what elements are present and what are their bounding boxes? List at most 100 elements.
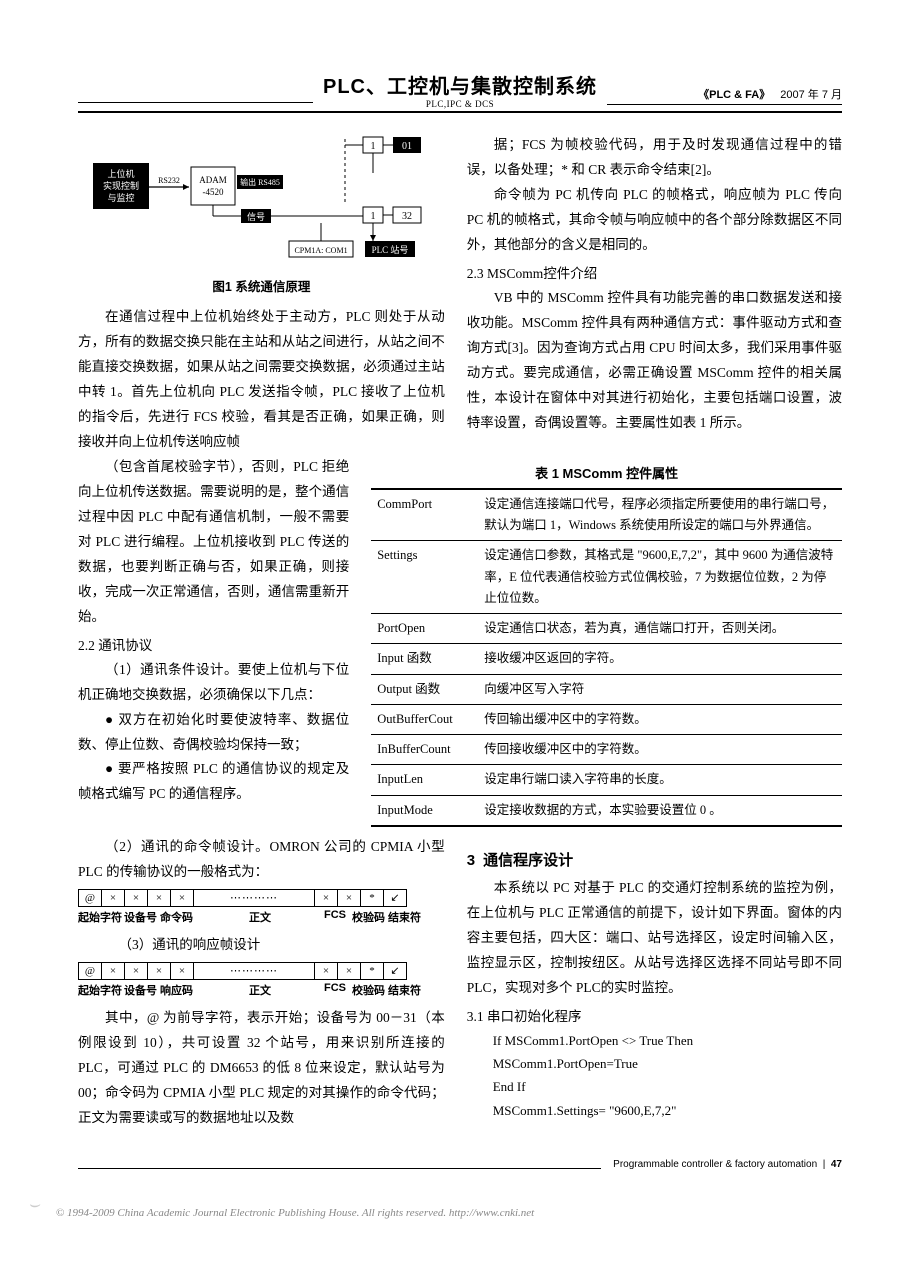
frame-label: 结束符 (388, 982, 424, 998)
sec-2-2: 2.2 通讯协议 (78, 634, 349, 654)
table-row: PortOpen设定通信口状态，若为真，通信端口打开，否则关闭。 (371, 614, 842, 644)
footer-text: Programmable controller & factory automa… (613, 1159, 817, 1170)
table-row: Settings设定通信口参数，其格式是 "9600,E,7,2"，其中 960… (371, 541, 842, 614)
svg-text:-4520: -4520 (203, 187, 224, 197)
frame-label: 响应码 (160, 982, 196, 998)
right-para-4: 本系统以 PC 对基于 PLC 的交通灯控制系统的监控为例，在上位机与 PLC … (467, 876, 842, 1001)
frame-cell: × (148, 962, 171, 979)
right-para-2: 命令帧为 PC 机传向 PLC 的帧格式，响应帧为 PLC 传向 PC 机的帧格… (467, 183, 842, 258)
frame-label: FCS (324, 982, 352, 998)
frame-cell: @ (79, 962, 102, 979)
header-right: 《PLC & FA》 2007 年 7 月 (607, 86, 842, 105)
svg-text:PLC 站号: PLC 站号 (372, 244, 409, 255)
table-row: OutBufferCout传回输出缓冲区中的字符数。 (371, 704, 842, 734)
figure-1-caption: 图1 系统通信原理 (78, 276, 445, 295)
section-3-text: 通信程序设计 (483, 852, 573, 869)
section-3-num: 3 (467, 852, 475, 869)
table-cell-desc: 传回接收缓冲区中的字符数。 (478, 735, 842, 765)
frame-cell: × (102, 962, 125, 979)
svg-text:CPM1A: COM1: CPM1A: COM1 (295, 246, 348, 255)
section-3-title: 3 通信程序设计 (467, 849, 842, 870)
frame-cell: × (148, 889, 171, 906)
table-cell-desc: 设定通信连接端口代号，程序必须指定所要使用的串行端口号，默认为端口 1，Wind… (478, 489, 842, 541)
code-line: MSComm1.Settings= "9600,E,7,2" (493, 1099, 842, 1122)
frame-cell: × (125, 962, 148, 979)
table-cell-key: CommPort (371, 489, 478, 541)
right-para-3: VB 中的 MSComm 控件具有功能完善的串口数据发送和接收功能。MSComm… (467, 286, 842, 436)
svg-text:实现控制: 实现控制 (103, 180, 139, 191)
table-cell-key: InputMode (371, 795, 478, 826)
frame-cell: × (125, 889, 148, 906)
svg-text:1: 1 (371, 211, 376, 222)
frame-cell: ⋯⋯⋯⋯ (194, 962, 315, 979)
header-tag: 《PLC & FA》 (698, 86, 770, 102)
frame-table-1: @××××⋯⋯⋯⋯××*↙ (78, 889, 407, 907)
right-para-1: 据；FCS 为帧校验代码，用于及时发现通信过程中的错误，以备处理；* 和 CR … (467, 133, 842, 183)
table-cell-key: InBufferCount (371, 735, 478, 765)
table-cell-key: Settings (371, 541, 478, 614)
frame-label: 命令码 (160, 909, 196, 925)
frame-cell: × (315, 962, 338, 979)
frame-label: 校验码 (352, 909, 388, 925)
header-title-cn: PLC、工控机与集散控制系统 (323, 70, 597, 99)
table-1-title: 表 1 MSComm 控件属性 (371, 463, 842, 482)
page-header: PLC、工控机与集散控制系统 PLC,IPC & DCS 《PLC & FA》 … (78, 70, 842, 113)
table-cell-desc: 设定通信口状态，若为真，通信端口打开，否则关闭。 (478, 614, 842, 644)
frame-label: 起始字符 (78, 909, 124, 925)
bullet-1: ● 双方在初始化时要使波特率、数据位数、停止位数、奇偶校验均保持一致； (78, 708, 349, 758)
svg-text:ADAM: ADAM (200, 175, 228, 185)
svg-text:01: 01 (402, 141, 412, 152)
copyright-line: © 1994-2009 China Academic Journal Elect… (56, 1207, 534, 1219)
table-row: InputMode设定接收数据的方式，本实验要设置位 0 。 (371, 795, 842, 826)
frame-label: 起始字符 (78, 982, 124, 998)
table-cell-desc: 设定串行端口读入字符串的长度。 (478, 765, 842, 795)
table-row: InBufferCount传回接收缓冲区中的字符数。 (371, 735, 842, 765)
frame-cell: @ (79, 889, 102, 906)
table-row: CommPort设定通信连接端口代号，程序必须指定所要使用的串行端口号，默认为端… (371, 489, 842, 541)
sec-2-3: 2.3 MSComm控件介绍 (467, 262, 842, 282)
footer-page: 47 (831, 1159, 842, 1170)
left-para-1b: （包含首尾校验字节），否则，PLC 拒绝向上位机传送数据。需要说明的是，整个通信… (78, 455, 349, 630)
left-para-4: （2）通讯的命令帧设计。OMRON 公司的 CPMIA 小型 PLC 的传输协议… (78, 835, 445, 885)
bullet-2: ● 要严格按照 PLC 的通信协议的规定及帧格式编写 PC 的通信程序。 (78, 757, 349, 807)
left-para-6: 其中，@ 为前导字符，表示开始；设备号为 00－31（本例限设到 10），共可设… (78, 1006, 445, 1131)
header-date: 2007 年 7 月 (780, 86, 842, 102)
svg-text:信号: 信号 (247, 211, 265, 222)
table-cell-desc: 传回输出缓冲区中的字符数。 (478, 704, 842, 734)
frame-cell: × (171, 962, 194, 979)
frame-cell: * (361, 962, 384, 979)
table-cell-key: PortOpen (371, 614, 478, 644)
frame-2-labels: 起始字符设备号响应码正文FCS校验码结束符 (78, 982, 445, 998)
table-cell-key: InputLen (371, 765, 478, 795)
frame-label: 设备号 (124, 909, 160, 925)
table-row: Output 函数向缓冲区写入字符 (371, 674, 842, 704)
table-1: CommPort设定通信连接端口代号，程序必须指定所要使用的串行端口号，默认为端… (371, 488, 842, 827)
left-para-3: （1）通讯条件设计。要使上位机与下位机正确地交换数据，必须确保以下几点： (78, 658, 349, 708)
sec-3-1: 3.1 串口初始化程序 (467, 1005, 842, 1025)
table-cell-desc: 设定接收数据的方式，本实验要设置位 0 。 (478, 795, 842, 826)
frame-label: 正文 (196, 982, 324, 998)
code-line: End If (493, 1075, 842, 1098)
frame-cell: × (338, 962, 361, 979)
frame-table-2: @××××⋯⋯⋯⋯××*↙ (78, 962, 407, 980)
table-row: Input 函数接收缓冲区返回的字符。 (371, 644, 842, 674)
frame-label: 校验码 (352, 982, 388, 998)
frame-cell: × (102, 889, 125, 906)
svg-text:与监控: 与监控 (108, 192, 135, 203)
table-cell-key: Output 函数 (371, 674, 478, 704)
svg-text:上位机: 上位机 (108, 168, 135, 179)
frame-cell: * (361, 889, 384, 906)
table-row: InputLen设定串行端口读入字符串的长度。 (371, 765, 842, 795)
frame-cell: ⋯⋯⋯⋯ (194, 889, 315, 906)
code-line: If MSComm1.PortOpen <> True Then (493, 1029, 842, 1052)
svg-text:输出 RS485: 输出 RS485 (240, 177, 280, 187)
table-cell-key: OutBufferCout (371, 704, 478, 734)
left-para-5: （3）通讯的响应帧设计 (78, 933, 445, 958)
frame-label: FCS (324, 909, 352, 925)
table-cell-desc: 设定通信口参数，其格式是 "9600,E,7,2"，其中 9600 为通信波特率… (478, 541, 842, 614)
svg-text:1: 1 (371, 141, 376, 152)
frame-cell: × (171, 889, 194, 906)
frame-cell: × (338, 889, 361, 906)
code-block: If MSComm1.PortOpen <> True ThenMSComm1.… (493, 1029, 842, 1123)
code-line: MSComm1.PortOpen=True (493, 1052, 842, 1075)
